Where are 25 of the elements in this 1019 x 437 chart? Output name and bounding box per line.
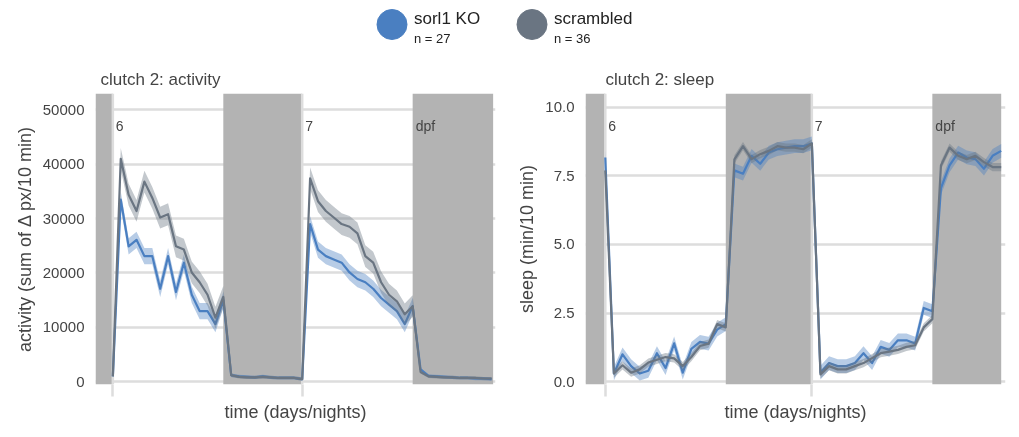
- annotation: dpf: [415, 117, 436, 134]
- annotation: 7: [305, 117, 314, 134]
- y-tick-label: 0: [76, 372, 85, 390]
- chart-title: clutch 2: sleep: [605, 69, 715, 89]
- y-tick-label: 40000: [42, 155, 85, 173]
- annotation: 6: [115, 117, 124, 134]
- y-tick-label: 30000: [42, 209, 85, 227]
- annotation: dpf: [935, 117, 955, 134]
- y-tick-label: 20000: [42, 264, 85, 281]
- x-axis-title: time (days/nights): [724, 401, 867, 422]
- x-axis-title: time (days/nights): [224, 401, 367, 422]
- legend-label: sorl1 KO n = 27: [414, 9, 481, 46]
- legend-label: scrambled n = 36: [554, 9, 633, 46]
- y-tick-label: 10000: [42, 318, 85, 336]
- y-tick-label: 10.0: [545, 98, 575, 116]
- y-tick-label: 2.5: [553, 304, 575, 322]
- y-tick-label: 0.0: [553, 372, 575, 390]
- y-axis-title: activity (sum of Δ px/10 min): [14, 126, 35, 353]
- y-tick-label: 5.0: [553, 235, 575, 253]
- y-axis-title: sleep (min/10 min): [517, 164, 538, 314]
- annotation: 7: [814, 117, 823, 134]
- annotation: 6: [608, 117, 617, 134]
- y-tick-label: 7.5: [553, 166, 575, 184]
- y-tick-label: 50000: [42, 100, 85, 118]
- chart-title: clutch 2: activity: [100, 69, 221, 89]
